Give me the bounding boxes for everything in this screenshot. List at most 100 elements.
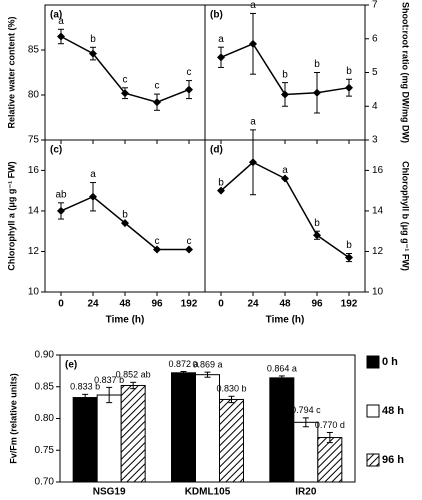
marker bbox=[57, 32, 65, 41]
marker bbox=[153, 245, 161, 254]
panel-label: (b) bbox=[210, 10, 223, 21]
x-tick-label: IR20 bbox=[295, 487, 317, 498]
marker bbox=[281, 90, 289, 99]
plot-frame bbox=[204, 139, 366, 293]
y-tick-label: 16 bbox=[372, 165, 384, 176]
x-tick-label: 0 bbox=[218, 299, 224, 310]
marker bbox=[121, 219, 129, 228]
y-tick-label: 0.80 bbox=[35, 413, 55, 424]
bar bbox=[120, 384, 146, 483]
significance-letter: b bbox=[90, 34, 96, 45]
y-tick-label: 10 bbox=[372, 287, 384, 298]
marker bbox=[217, 186, 225, 195]
x-tick-label: 0 bbox=[58, 299, 64, 310]
value-label: 0.770 d bbox=[315, 420, 345, 430]
y-tick-label: 85 bbox=[28, 45, 40, 56]
significance-letter: b bbox=[218, 177, 224, 188]
y-axis-label: Chlorophyll a (μg g⁻¹ FW) bbox=[6, 161, 16, 270]
x-axis-label: Time (h) bbox=[266, 315, 305, 326]
panel-label: (e) bbox=[65, 360, 77, 371]
marker bbox=[153, 98, 161, 107]
value-label: 0.864 a bbox=[267, 363, 297, 373]
x-tick-label: 24 bbox=[247, 299, 259, 310]
significance-letter: a bbox=[218, 34, 224, 45]
y-tick-label: 0.85 bbox=[35, 381, 55, 392]
bar bbox=[171, 372, 196, 483]
x-tick-label: 48 bbox=[119, 299, 131, 310]
significance-letter: a bbox=[58, 16, 64, 27]
y-tick-label: 0.90 bbox=[35, 350, 55, 361]
x-tick-label: 96 bbox=[311, 299, 323, 310]
y-tick-label: 16 bbox=[28, 165, 40, 176]
significance-letter: b bbox=[346, 66, 352, 77]
legend-label: 48 h bbox=[382, 405, 404, 417]
bar bbox=[269, 377, 295, 483]
value-label: 0.837 b bbox=[94, 375, 124, 385]
bar bbox=[219, 398, 244, 483]
bar bbox=[317, 437, 343, 483]
significance-letter: b bbox=[346, 240, 352, 251]
x-axis-label: Time (h) bbox=[106, 315, 145, 326]
significance-letter: a bbox=[250, 0, 256, 11]
significance-letter: c bbox=[123, 74, 128, 85]
bar bbox=[72, 397, 98, 483]
y-tick-label: 7 bbox=[372, 0, 378, 11]
value-label: 0.794 c bbox=[291, 405, 321, 415]
y-tick-label: 4 bbox=[372, 101, 378, 112]
x-tick-label: NSG19 bbox=[93, 487, 126, 498]
y-tick-label: 6 bbox=[372, 33, 378, 44]
y-axis-label: Relative water content (%) bbox=[6, 16, 16, 128]
significance-letter: b bbox=[314, 59, 320, 70]
significance-letter: c bbox=[155, 81, 160, 92]
marker bbox=[313, 88, 321, 97]
x-tick-label: 192 bbox=[341, 299, 358, 310]
marker bbox=[217, 53, 225, 62]
panel-label: (c) bbox=[50, 145, 62, 156]
x-tick-label: KDML105 bbox=[185, 487, 231, 498]
panel-label: (d) bbox=[210, 145, 223, 156]
marker bbox=[249, 158, 257, 167]
y-tick-label: 10 bbox=[28, 287, 40, 298]
significance-letter: c bbox=[187, 236, 192, 247]
y-tick-label: 0.70 bbox=[35, 477, 55, 488]
value-label: 0.869 a bbox=[192, 360, 222, 370]
marker bbox=[89, 49, 97, 58]
marker bbox=[345, 83, 353, 92]
marker bbox=[185, 245, 193, 254]
value-label: 0.852 ab bbox=[116, 370, 151, 380]
legend-swatch bbox=[366, 355, 380, 369]
y-axis-label: Shoot:root ratio (mg DW/mg DW) bbox=[401, 2, 411, 143]
y-axis-label: Fv/Fm (relative units) bbox=[8, 373, 18, 464]
significance-letter: c bbox=[187, 67, 192, 78]
y-tick-label: 12 bbox=[28, 246, 40, 257]
plot-frame bbox=[44, 4, 206, 141]
significance-letter: a bbox=[90, 169, 96, 180]
x-tick-label: 192 bbox=[181, 299, 198, 310]
x-tick-label: 24 bbox=[87, 299, 99, 310]
significance-letter: b bbox=[282, 69, 288, 80]
y-tick-label: 14 bbox=[372, 206, 384, 217]
legend-swatch bbox=[366, 453, 380, 467]
bar bbox=[293, 421, 319, 483]
marker bbox=[185, 85, 193, 94]
significance-letter: a bbox=[250, 117, 256, 128]
y-tick-label: 3 bbox=[372, 135, 378, 146]
bar bbox=[96, 394, 122, 483]
y-tick-label: 12 bbox=[372, 246, 384, 257]
marker bbox=[345, 253, 353, 262]
marker bbox=[281, 174, 289, 183]
x-tick-label: 48 bbox=[279, 299, 291, 310]
significance-letter: c bbox=[155, 236, 160, 247]
y-tick-label: 75 bbox=[28, 135, 40, 146]
value-label: 0.833 b bbox=[70, 382, 100, 392]
significance-letter: a bbox=[282, 165, 288, 176]
significance-letter: ab bbox=[55, 189, 67, 200]
significance-letter: b bbox=[122, 210, 128, 221]
panel-label: (a) bbox=[50, 10, 62, 21]
value-label: 0.872 a bbox=[168, 359, 198, 369]
significance-letter: b bbox=[314, 218, 320, 229]
y-axis-label: Chlorophyll b (μg g⁻¹ FW) bbox=[401, 161, 411, 271]
value-label: 0.830 b bbox=[216, 384, 246, 394]
legend-label: 0 h bbox=[382, 356, 398, 368]
